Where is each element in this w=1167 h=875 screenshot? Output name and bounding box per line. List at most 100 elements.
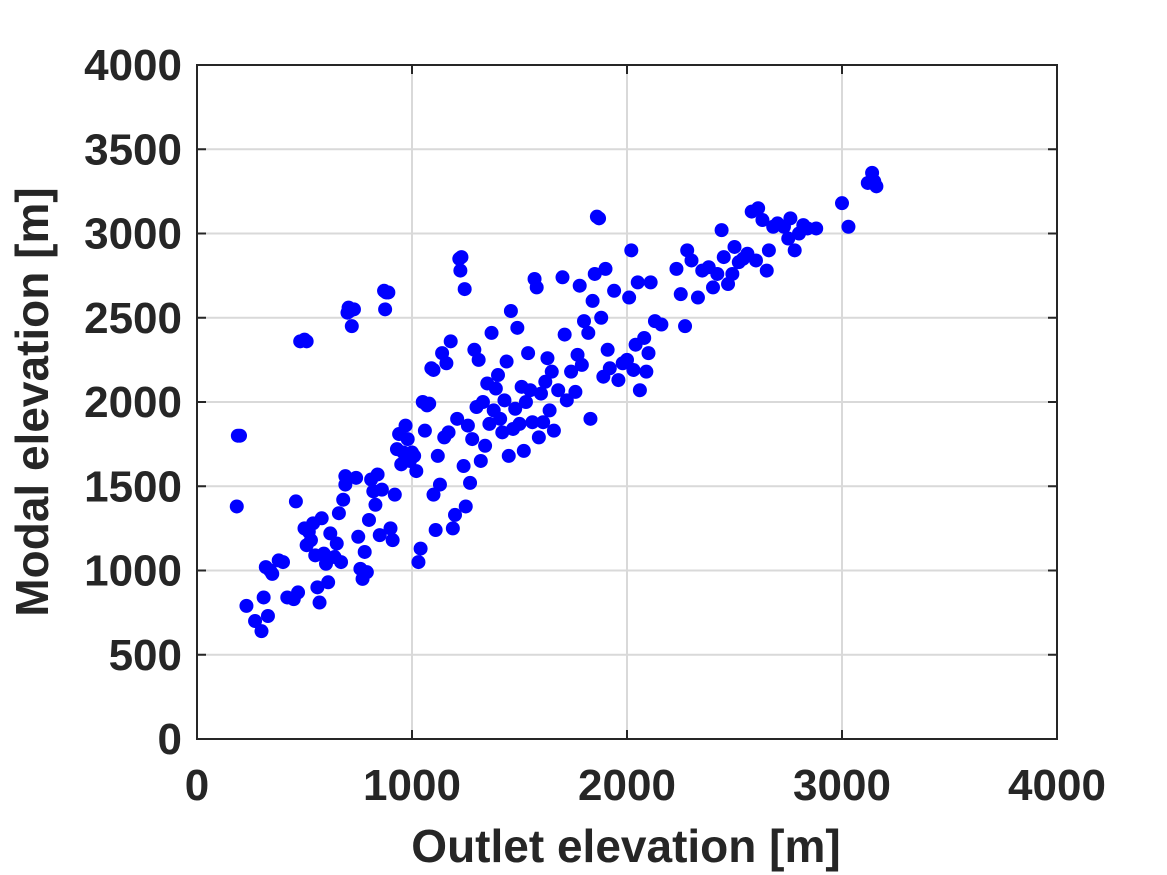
data-point — [465, 432, 480, 447]
data-point — [551, 383, 566, 398]
data-point — [488, 381, 503, 396]
data-point — [426, 362, 441, 377]
data-point — [338, 469, 353, 484]
axes — [196, 64, 1058, 740]
data-point — [501, 448, 516, 463]
data-point — [456, 459, 471, 474]
data-point — [587, 266, 602, 281]
data-point — [643, 275, 658, 290]
data-point — [749, 253, 763, 268]
data-point — [426, 487, 441, 502]
data-point — [710, 266, 725, 281]
y-tick-label: 4000 — [84, 41, 182, 90]
data-point — [624, 243, 639, 258]
plot-frame — [196, 64, 1058, 740]
data-point — [362, 512, 376, 527]
data-point — [577, 314, 591, 329]
data-point — [473, 453, 488, 468]
x-tick-label: 1000 — [363, 761, 461, 810]
data-point — [572, 278, 587, 293]
y-tick-label: 1000 — [84, 547, 182, 596]
data-point — [538, 374, 553, 389]
data-point — [368, 497, 383, 512]
data-point — [454, 250, 469, 265]
data-point — [531, 430, 546, 445]
data-point — [503, 304, 518, 319]
data-point — [381, 285, 396, 300]
data-point — [568, 384, 583, 399]
data-point — [557, 327, 572, 342]
data-point — [432, 477, 447, 492]
data-point — [372, 528, 387, 543]
data-point — [632, 383, 647, 398]
data-point — [714, 223, 729, 238]
data-point — [385, 533, 400, 548]
data-point — [482, 416, 497, 431]
data-point — [400, 432, 415, 447]
data-point — [637, 330, 652, 345]
data-points — [229, 165, 884, 639]
data-point — [555, 270, 570, 285]
data-point — [544, 364, 559, 379]
data-point — [690, 290, 705, 305]
data-point — [581, 325, 596, 340]
data-point — [761, 243, 776, 258]
data-point — [254, 624, 269, 639]
data-point — [594, 310, 609, 325]
data-point — [453, 263, 468, 278]
data-point — [755, 213, 770, 228]
data-point — [248, 614, 263, 629]
data-point — [516, 443, 531, 458]
data-point — [349, 470, 364, 485]
data-point — [299, 334, 314, 349]
data-point — [329, 536, 344, 551]
data-point — [706, 280, 720, 295]
data-point — [346, 302, 361, 317]
data-point — [540, 351, 555, 366]
data-point — [374, 482, 389, 497]
data-point — [523, 383, 538, 398]
y-tick-label: 500 — [109, 631, 182, 680]
data-point — [564, 364, 579, 379]
data-point — [334, 555, 349, 570]
data-point — [229, 499, 244, 514]
data-point — [314, 511, 329, 526]
data-point — [497, 393, 512, 408]
data-point — [673, 287, 688, 302]
y-tick-label: 2500 — [84, 294, 182, 343]
data-point — [445, 521, 460, 536]
data-point — [835, 196, 849, 211]
data-point — [751, 201, 766, 216]
data-point — [428, 523, 443, 538]
data-point — [310, 580, 325, 595]
data-point — [598, 261, 613, 276]
x-axis-label: Outlet elevation [m] — [411, 820, 840, 872]
data-point — [574, 357, 589, 372]
data-point — [725, 266, 740, 281]
data-point — [499, 354, 514, 369]
data-point — [602, 361, 617, 376]
data-point — [620, 352, 634, 367]
data-point — [422, 396, 437, 411]
data-point — [529, 280, 544, 295]
data-point — [759, 263, 774, 278]
data-point — [239, 598, 254, 613]
y-tick-label: 1500 — [84, 462, 182, 511]
x-tick-label: 4000 — [1008, 761, 1106, 810]
data-point — [321, 575, 336, 590]
data-point — [387, 487, 402, 502]
data-point — [600, 342, 615, 357]
data-point — [495, 425, 510, 440]
data-point — [439, 356, 454, 371]
data-point — [493, 411, 508, 426]
data-point — [787, 243, 802, 258]
y-tick-label: 0 — [158, 715, 182, 764]
data-point — [471, 352, 486, 367]
data-point — [463, 475, 478, 490]
x-tick-label: 0 — [185, 761, 209, 810]
y-tick-label: 3000 — [84, 210, 182, 259]
data-point — [331, 506, 346, 521]
y-axis-label: Modal elevation [m] — [6, 187, 58, 616]
data-point — [546, 423, 561, 438]
